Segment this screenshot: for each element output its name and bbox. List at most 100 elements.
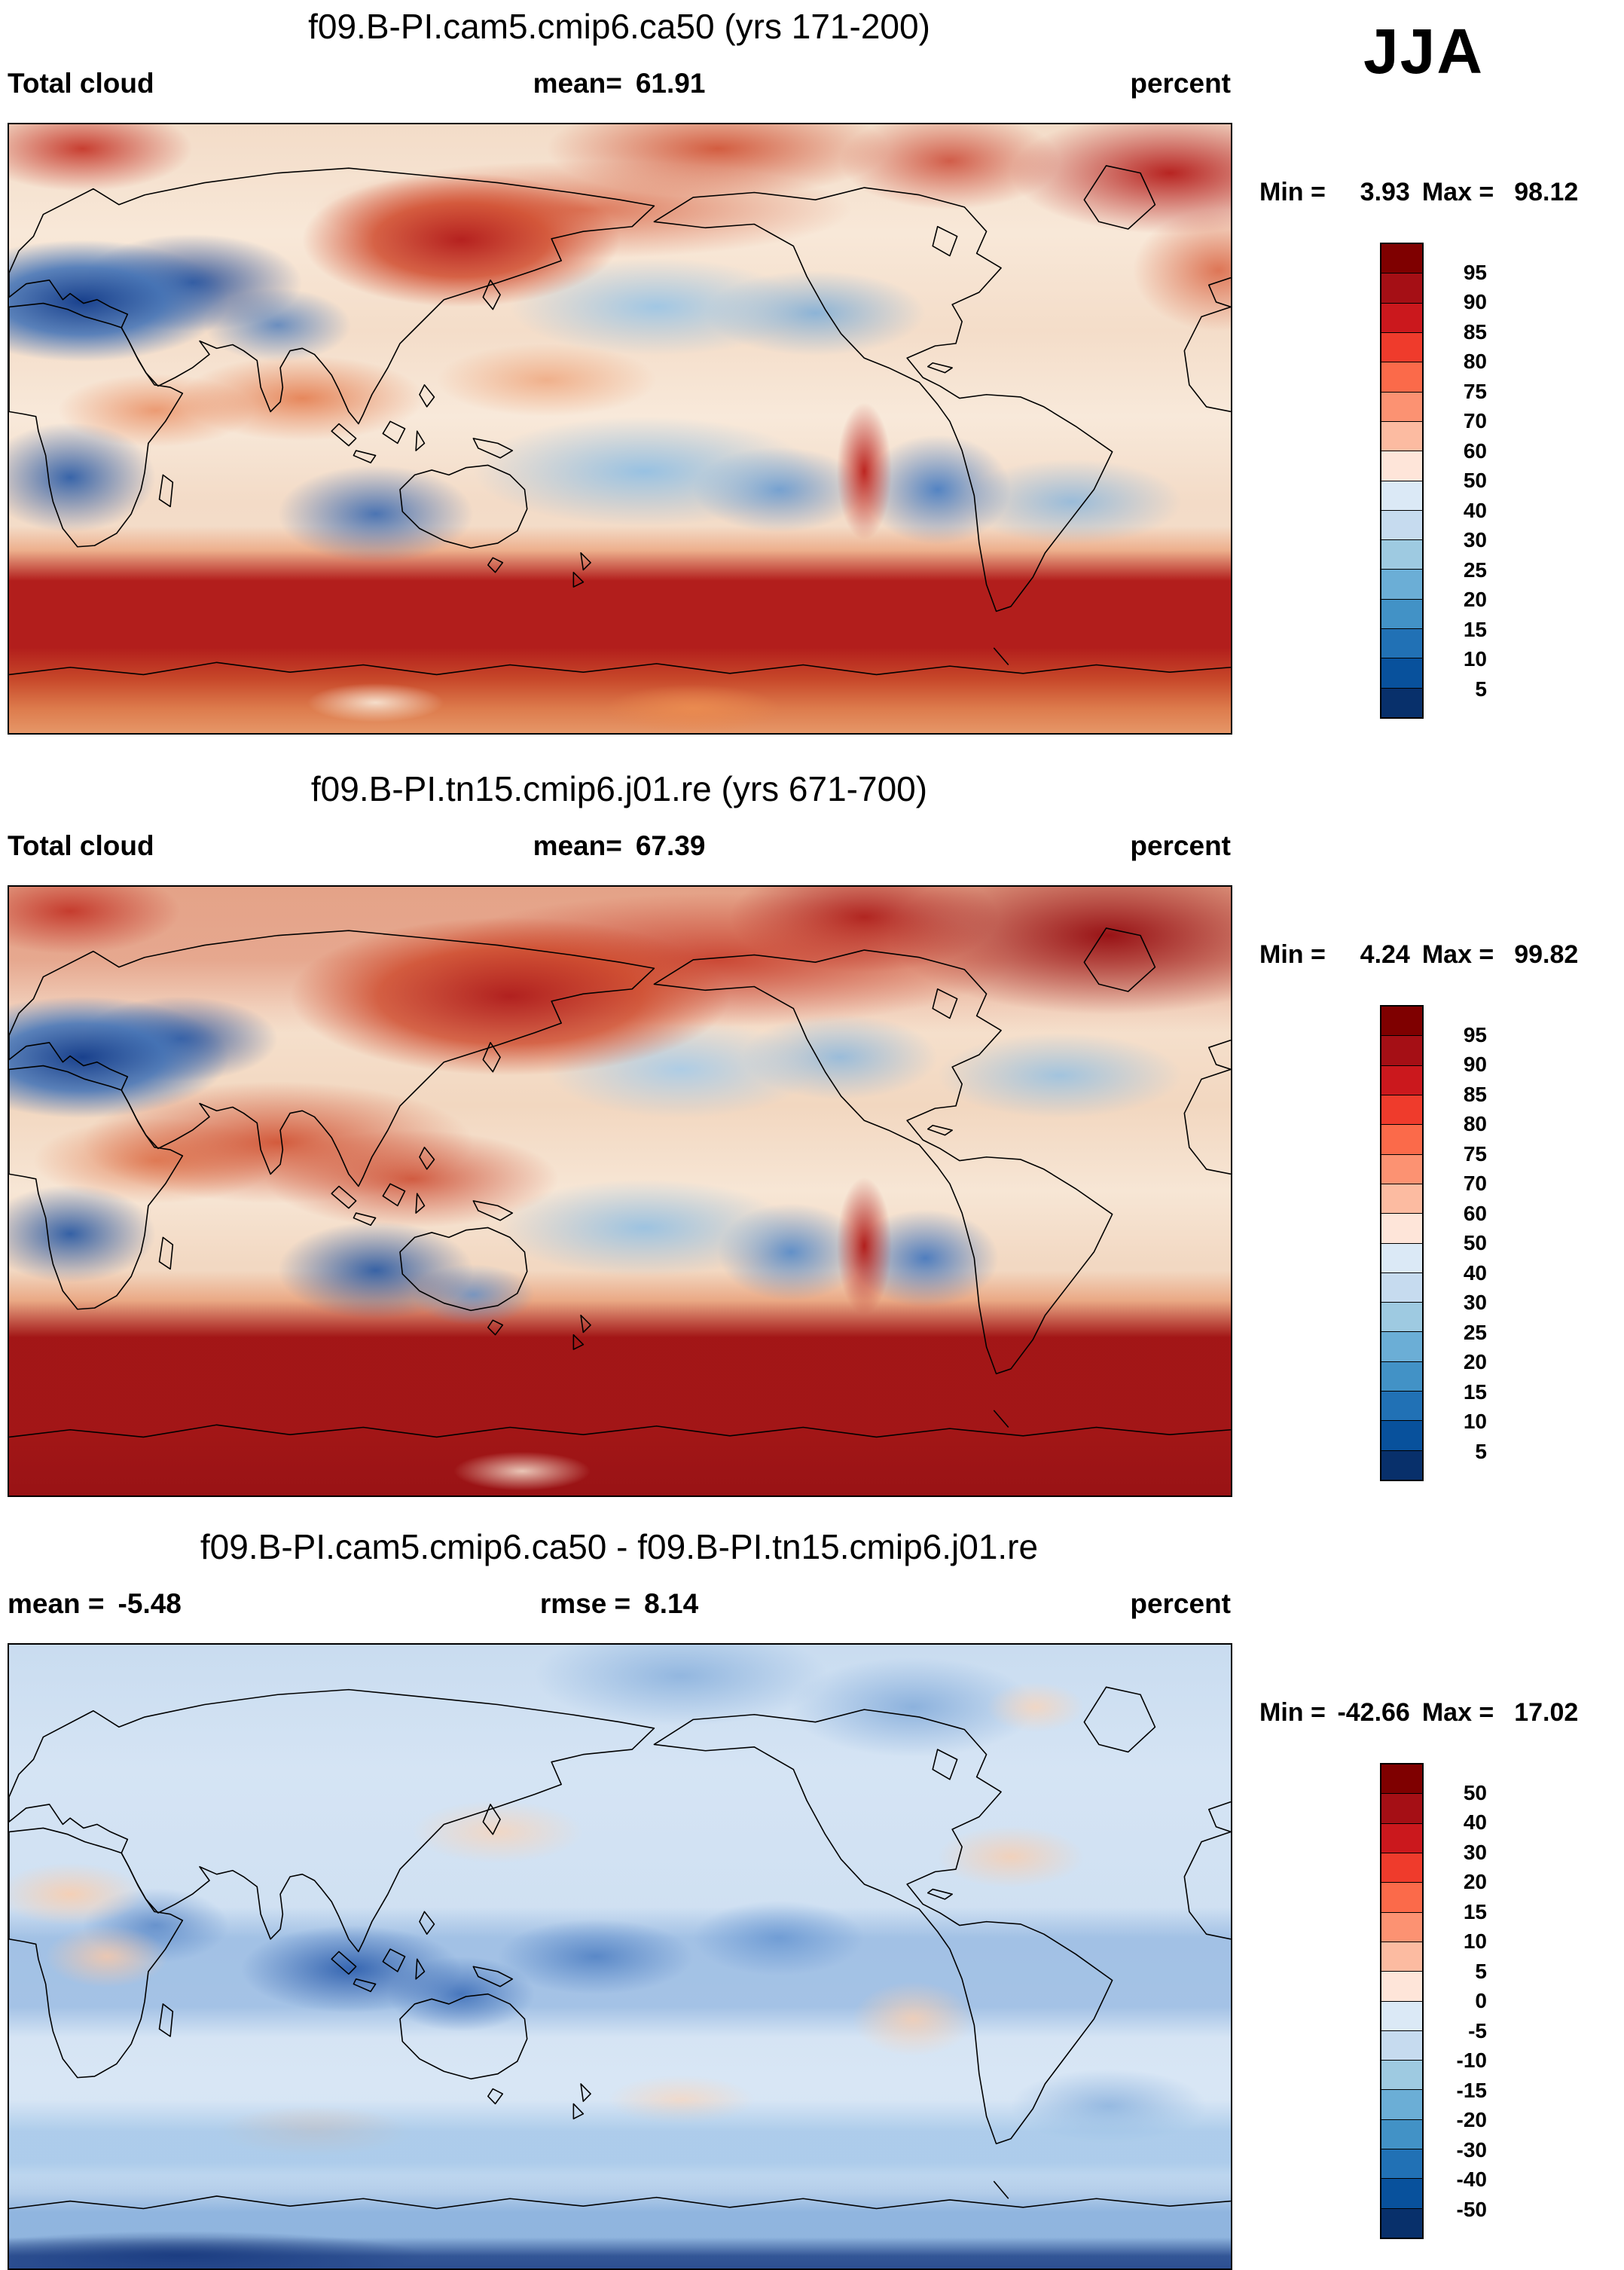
colorbar-label: -50: [1456, 2197, 1487, 2221]
map-difference: [8, 1643, 1232, 2270]
colorbar-cell: [1381, 2060, 1422, 2090]
colorbar-label: 15: [1463, 1899, 1487, 1923]
map-total-cloud-case1: [8, 123, 1232, 735]
min-value: 3.93: [1360, 178, 1410, 206]
colorbar-cell: [1381, 598, 1422, 629]
colorbar-label: 0: [1475, 1989, 1487, 2012]
map-total-cloud-case2: [8, 885, 1232, 1497]
colorbar-cell: [1381, 1971, 1422, 2001]
colorbar-cell: [1381, 1302, 1422, 1332]
stats-row: Total cloud mean= 61.91 percent: [8, 68, 1231, 101]
colorbar-cell: [1381, 331, 1422, 362]
colorbar-label: -20: [1456, 2108, 1487, 2131]
colorbar-cell: [1381, 420, 1422, 451]
colorbar-cell: [1381, 391, 1422, 421]
colorbar-label: 20: [1463, 588, 1487, 611]
colorbar-label: 95: [1463, 1022, 1487, 1046]
stats-row: mean = -5.48 rmse = 8.14 percent: [8, 1588, 1231, 1621]
colorbar-cell: [1381, 1852, 1422, 1883]
max-label: Max =: [1421, 178, 1494, 206]
contour-field-case2: [9, 887, 1231, 1496]
colorbar-cell: [1381, 1420, 1422, 1450]
colorbar-cell: [1381, 1911, 1422, 1942]
colorbar-cell: [1381, 658, 1422, 688]
stats-row: Total cloud mean= 67.39 percent: [8, 830, 1231, 863]
colorbar-label: 85: [1463, 1082, 1487, 1106]
colorbar-cell: [1381, 1882, 1422, 1912]
colorbar-label: 70: [1463, 409, 1487, 432]
colorbar-cell: [1381, 302, 1422, 332]
colorbar-cell: [1381, 2178, 1422, 2208]
colorbar-difference: 50 40 30 20 15 10 5 0 -5 -10 -15 -20 -30 -40 -50: [1380, 1763, 1487, 2239]
min-value: -42.66: [1337, 1698, 1410, 1727]
colorbar-cell: [1381, 1183, 1422, 1214]
colorbar-cell: [1381, 1793, 1422, 1823]
colorbar-label: 95: [1463, 260, 1487, 284]
mean-label: mean=: [533, 830, 622, 861]
colorbar-label: 60: [1463, 438, 1487, 463]
colorbar-label: 10: [1463, 1410, 1487, 1433]
colorbar-label: 30: [1463, 528, 1487, 551]
colorbar-cell: [1381, 1094, 1422, 1125]
colorbar-cell: [1381, 1242, 1422, 1272]
colorbar-label: 75: [1463, 1141, 1487, 1166]
colorbar-cell: [1381, 273, 1422, 303]
coastline-overlay: [9, 164, 1231, 676]
colorbar-label: 80: [1463, 350, 1487, 373]
colorbar-cell: [1381, 1391, 1422, 1421]
colorbar-cell: [1381, 569, 1422, 599]
colorbar-label: 85: [1463, 319, 1487, 344]
colorbar-label: 40: [1463, 1260, 1487, 1285]
colorbar-cell: [1381, 1361, 1422, 1392]
minmax-row: Min = -42.66 Max = 17.02: [1259, 1698, 1621, 1728]
contour-field-difference: [9, 1645, 1231, 2268]
rmse-label: rmse =: [539, 1588, 631, 1619]
colorbar-label: 60: [1463, 1201, 1487, 1225]
colorbar-cell: [1381, 1822, 1422, 1853]
colorbar-cell: [1381, 539, 1422, 570]
colorbar-cell: [1381, 509, 1422, 540]
units-label: percent: [1130, 1588, 1231, 1619]
panel-title: f09.B-PI.cam5.cmip6.ca50 - f09.B-PI.tn15…: [200, 1527, 1039, 1566]
colorbar-cell: [1381, 1153, 1422, 1184]
colorbar-case1: 95 90 85 80 75 70 60 50 40 30 25 20 15 10 5: [1380, 243, 1487, 719]
colorbar-label: 50: [1463, 1780, 1487, 1804]
colorbar-label: -10: [1456, 2048, 1487, 2072]
colorbar-cell: [1381, 2089, 1422, 2119]
colorbar-label: 5: [1475, 677, 1487, 701]
colorbar-cell: [1381, 1035, 1422, 1065]
rmse-stat: rmse = 8.14: [8, 1588, 1231, 1620]
colorbar-label: 40: [1463, 498, 1487, 522]
colorbar-case2: 95 90 85 80 75 70 60 50 40 30 25 20 15 10 5: [1380, 1005, 1487, 1481]
colorbar-cell: [1381, 687, 1422, 717]
colorbar-cells: [1380, 243, 1424, 719]
colorbar-label: -15: [1456, 2078, 1487, 2102]
minmax-row: Min = 3.93 Max = 98.12: [1259, 178, 1621, 207]
colorbar-label: 30: [1463, 1291, 1487, 1314]
colorbar-cell: [1381, 480, 1422, 510]
contour-field-case1: [9, 124, 1231, 733]
colorbar-label: 40: [1463, 1810, 1487, 1834]
colorbar-cell: [1381, 2207, 1422, 2238]
colorbar-label: 5: [1475, 1959, 1487, 1983]
colorbar-cells: [1380, 1005, 1424, 1481]
coastline-overlay: [9, 1685, 1231, 2210]
rmse-value: 8.14: [644, 1588, 699, 1619]
mean-value: 67.39: [635, 830, 706, 861]
colorbar-label: -40: [1456, 2168, 1487, 2191]
colorbar-label: 70: [1463, 1172, 1487, 1195]
units-label: percent: [1130, 68, 1231, 99]
field-label: Total cloud: [8, 830, 168, 862]
max-value: 17.02: [1514, 1698, 1579, 1727]
colorbar-labels: 50 40 30 20 15 10 5 0 -5 -10 -15 -20 -30 -40 -50: [1433, 1763, 1487, 2239]
mean-label: mean=: [533, 68, 622, 99]
colorbar-label: 5: [1475, 1439, 1487, 1463]
colorbar-label: 15: [1463, 1379, 1487, 1404]
colorbar-label: 25: [1463, 558, 1487, 582]
colorbar-cells: [1380, 1763, 1424, 2239]
mean-stat: mean= 61.91: [8, 68, 1231, 99]
colorbar-cell: [1381, 2149, 1422, 2179]
mean-label: mean =: [8, 1588, 105, 1619]
colorbar-label: 20: [1463, 1350, 1487, 1373]
